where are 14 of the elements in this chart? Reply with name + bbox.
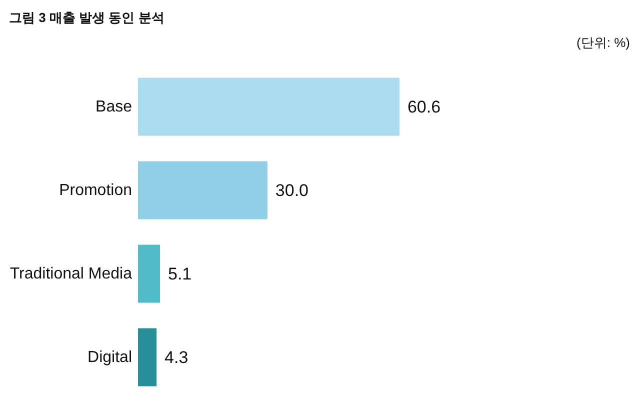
y-tick-label: Traditional Media xyxy=(10,265,132,282)
data-label: 4.3 xyxy=(164,348,188,367)
y-tick-label: Base xyxy=(96,98,132,116)
y-tick-label: Digital xyxy=(88,348,132,366)
data-label: 60.6 xyxy=(407,97,441,116)
bar xyxy=(138,161,268,220)
bar xyxy=(138,328,157,386)
data-label: 30.0 xyxy=(275,180,309,200)
data-label: 5.1 xyxy=(168,264,192,284)
text: (단위: %) xyxy=(576,35,630,50)
y-tick-label: Promotion xyxy=(59,182,132,199)
bar xyxy=(138,78,400,136)
chart-title: 그림 3 매출 발생 동인 분석 xyxy=(9,10,164,25)
bar xyxy=(138,244,160,303)
